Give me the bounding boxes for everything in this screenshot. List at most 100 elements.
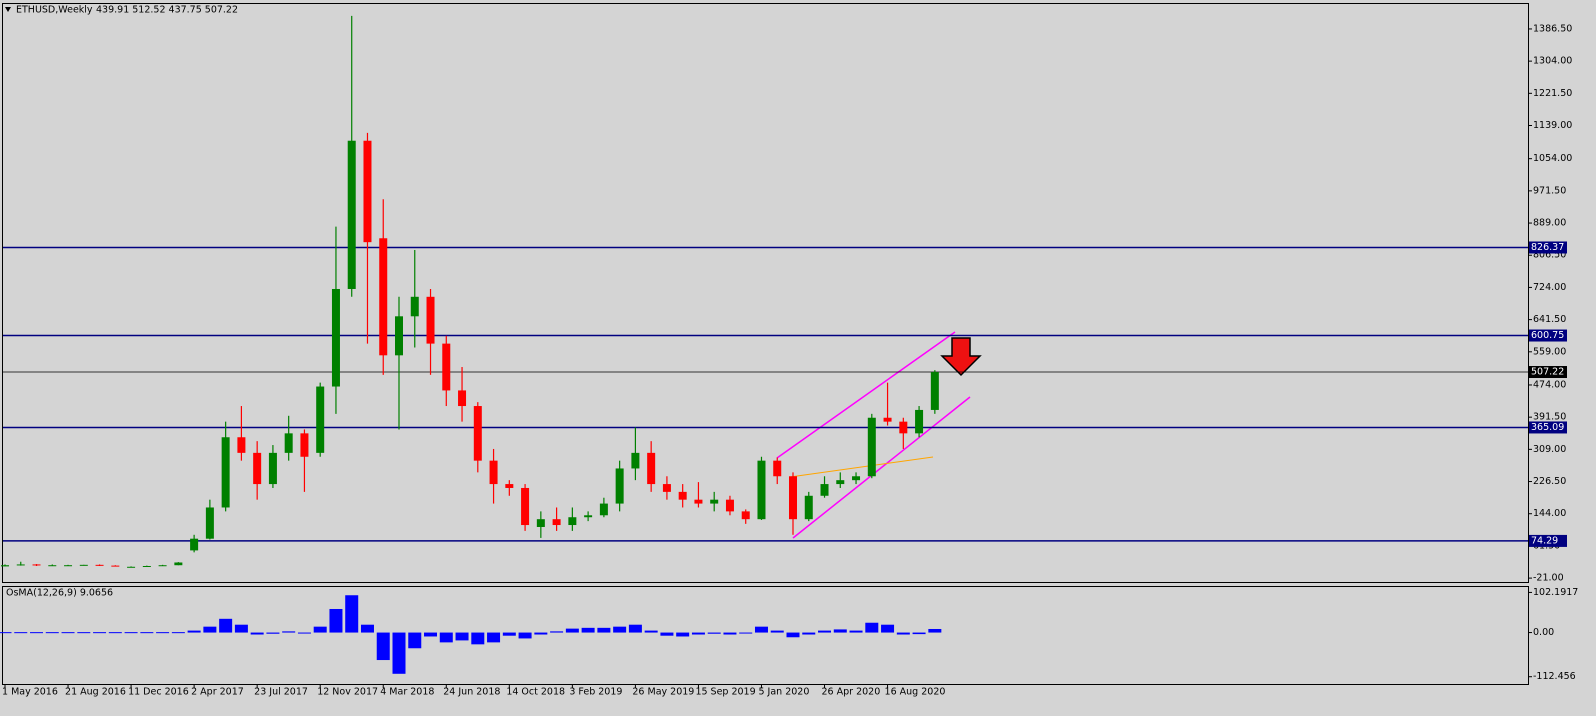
- candle-body: [599, 503, 608, 516]
- osma-bar: [455, 632, 469, 641]
- osma-bar: [156, 632, 170, 634]
- candle-body: [237, 437, 246, 453]
- candle-body: [741, 511, 750, 520]
- ohlc-values: 439.91 512.52 437.75 507.22: [96, 5, 238, 16]
- osma-bar: [219, 618, 233, 633]
- candle-body: [127, 566, 136, 568]
- candle-body: [505, 484, 514, 488]
- osma-bar: [187, 630, 201, 633]
- osma-bar: [676, 632, 690, 637]
- osma-bar: [171, 632, 185, 634]
- candle-body: [836, 480, 845, 485]
- x-tick-label: 2 Apr 2017: [191, 687, 244, 698]
- osma-bar: [392, 632, 406, 674]
- osma-bar: [628, 624, 642, 633]
- candle-body: [458, 390, 467, 407]
- candle-body: [331, 288, 340, 387]
- candle-body: [1, 565, 9, 567]
- osma-bar: [660, 632, 674, 636]
- candle-body: [631, 452, 640, 469]
- candle-body: [190, 538, 199, 551]
- candle-body: [852, 476, 861, 481]
- candle-body: [678, 491, 687, 500]
- x-tick-label: 15 Sep 2019: [695, 687, 755, 698]
- candle-body: [584, 515, 593, 518]
- candle-body: [883, 417, 892, 422]
- current-price-label: 507.22: [1531, 367, 1564, 378]
- y-tick-label: 474.00: [1533, 379, 1566, 390]
- candle-body: [804, 495, 813, 520]
- osma-bar: [234, 624, 248, 633]
- candle-body: [789, 476, 797, 520]
- osma-bar: [124, 632, 138, 634]
- osma-bar: [581, 627, 595, 633]
- x-tick-label: 11 Dec 2016: [128, 687, 189, 698]
- level-label: 365.09: [1531, 422, 1564, 433]
- osma-bar: [865, 622, 879, 633]
- y-tick-label: 1139.00: [1533, 120, 1572, 131]
- y-tick-label: 1221.50: [1533, 88, 1572, 99]
- osma-bar: [487, 632, 501, 643]
- candle-body: [284, 433, 293, 453]
- candle-body: [300, 433, 309, 457]
- osma-bar: [739, 632, 753, 634]
- candle-body: [899, 421, 908, 434]
- indicator-y-tick-label: 0.00: [1533, 627, 1554, 638]
- osma-bar: [518, 632, 532, 639]
- x-tick-label: 23 Jul 2017: [254, 687, 308, 698]
- osma-bar: [691, 632, 705, 635]
- osma-bar: [0, 632, 12, 634]
- candle-body: [48, 565, 57, 567]
- level-label-box: [1529, 241, 1567, 254]
- osma-bar: [754, 626, 768, 633]
- y-tick-label: 226.50: [1533, 476, 1566, 487]
- candle-body: [820, 484, 829, 496]
- candle-body: [79, 564, 88, 566]
- osma-bar: [45, 632, 59, 634]
- candle-body: [442, 343, 451, 391]
- osma-bar: [928, 628, 942, 633]
- osma-bar: [881, 624, 895, 633]
- osma-bar: [818, 630, 832, 633]
- osma-bar: [802, 632, 816, 635]
- osma-bar: [329, 608, 343, 633]
- osma-bar: [345, 595, 359, 633]
- candle-body: [16, 564, 25, 566]
- candle-body: [142, 566, 151, 568]
- candle-body: [395, 316, 403, 356]
- candle-body: [725, 499, 734, 512]
- candle-body: [473, 406, 482, 461]
- candle-body: [568, 517, 577, 526]
- x-tick-label: 21 Aug 2016: [65, 687, 126, 698]
- osma-bar: [77, 632, 91, 634]
- osma-bar: [282, 631, 296, 633]
- osma-bar: [376, 632, 390, 661]
- y-tick-label: 724.00: [1533, 282, 1566, 293]
- y-tick-label: 144.00: [1533, 508, 1566, 519]
- candle-body: [489, 460, 498, 485]
- candle-body: [757, 460, 766, 520]
- osma-bar: [360, 624, 374, 633]
- y-tick-label: 309.00: [1533, 444, 1566, 455]
- osma-bar: [93, 632, 107, 634]
- osma-bar: [707, 632, 721, 634]
- candle-body: [662, 484, 671, 492]
- menu-triangle[interactable]: [5, 7, 11, 12]
- candle-body: [221, 437, 230, 508]
- candle-body: [694, 499, 703, 504]
- osma-bar: [140, 632, 154, 634]
- candle-body: [174, 562, 183, 566]
- osma-bar: [30, 632, 44, 634]
- candle-body: [111, 565, 120, 567]
- level-label: 74.29: [1531, 535, 1558, 546]
- x-tick-label: 3 Feb 2019: [569, 687, 622, 698]
- osma-bar: [424, 632, 438, 637]
- x-tick-label: 24 Jun 2018: [443, 687, 500, 698]
- candle-body: [347, 140, 356, 289]
- x-tick-label: 12 Nov 2017: [317, 687, 378, 698]
- x-tick-label: 26 Apr 2020: [822, 687, 881, 698]
- x-tick-label: 14 Oct 2018: [506, 687, 565, 698]
- candle-body: [647, 452, 656, 485]
- level-label: 600.75: [1531, 330, 1564, 341]
